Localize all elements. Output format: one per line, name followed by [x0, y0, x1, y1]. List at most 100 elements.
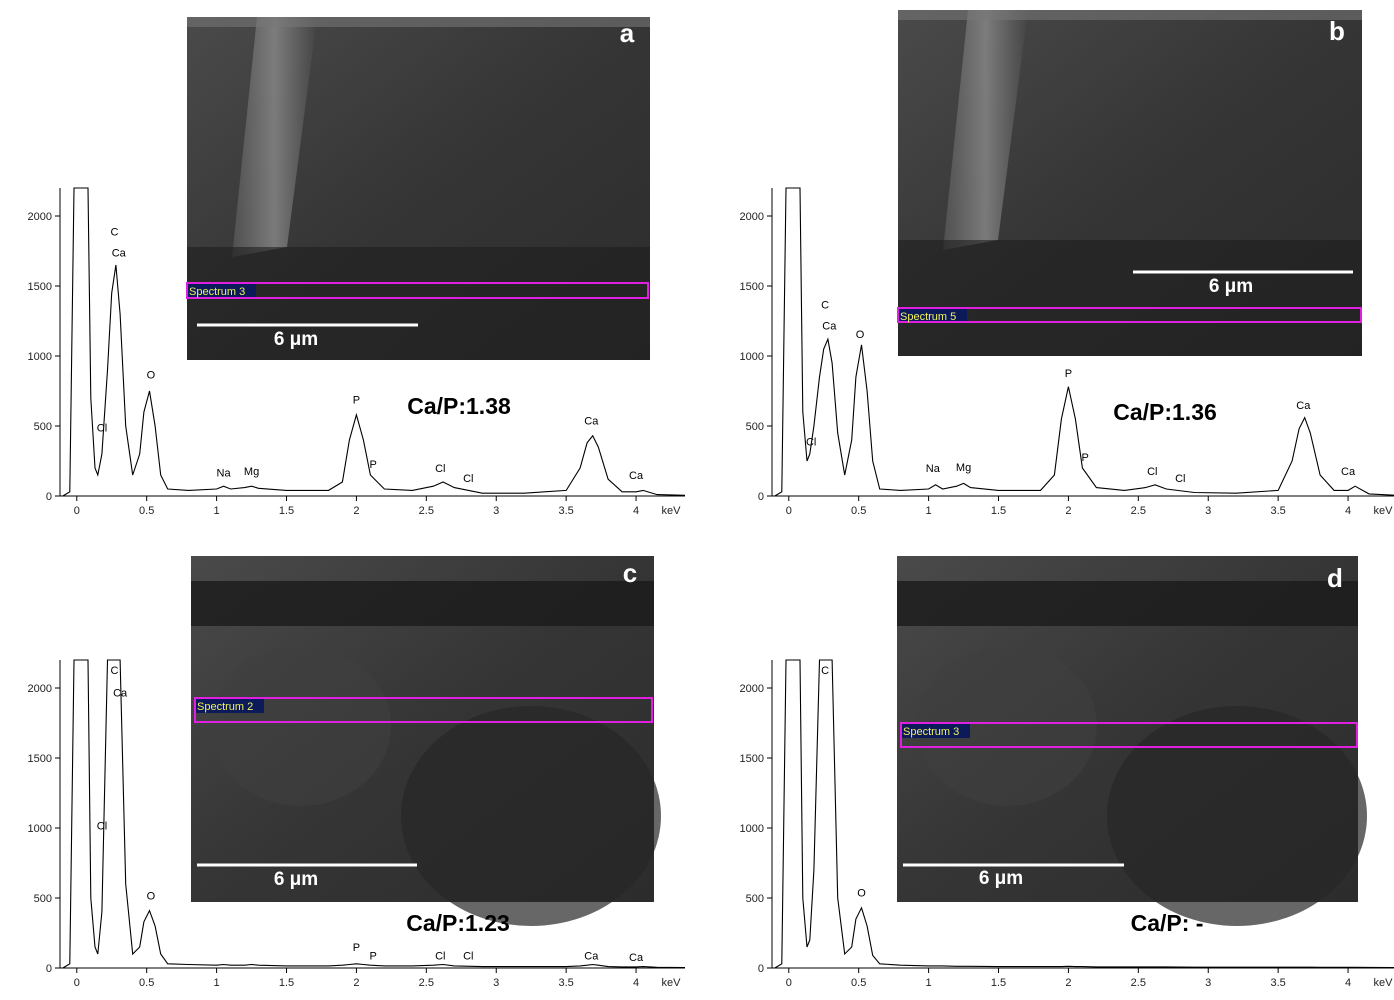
x-tick-label: 1.5	[279, 505, 294, 517]
spectrum-box	[900, 722, 1358, 748]
panel: 0 500 1000 1500 2000 0 0.5 1 1.5 2 2.5 3 3.5 4 keV C Ca C…	[740, 10, 1394, 517]
x-axis-label: keV	[662, 977, 682, 989]
spectrum-tag	[188, 284, 256, 297]
x-tick-label: 3.5	[559, 505, 574, 517]
x-tick-label: 3	[1205, 977, 1211, 989]
panel-label: d	[1327, 563, 1343, 593]
peak-label: O	[147, 369, 156, 381]
y-tick-label: 0	[46, 963, 52, 975]
x-tick-label: 4	[633, 505, 639, 517]
spectrum-label: Spectrum 5	[900, 311, 956, 323]
peak-label: P	[370, 459, 377, 471]
peak-label: Cl	[806, 437, 816, 449]
y-tick-label: 2000	[740, 211, 764, 223]
x-tick-label: 1.5	[279, 977, 294, 989]
spectrum-line	[62, 659, 686, 969]
panel: 0 500 1000 1500 2000 0 0.5 1 1.5 2 2.5 3 3.5 4 keV C Ca C…	[28, 17, 686, 517]
peak-label: Cl	[1175, 473, 1185, 485]
x-tick-label: 0	[74, 505, 80, 517]
x-axis-label: keV	[1374, 977, 1394, 989]
peak-label: C	[821, 299, 829, 311]
y-tick-label: 0	[46, 491, 52, 503]
peak-label: C	[821, 665, 829, 677]
sem-feature	[1107, 706, 1367, 926]
peak-label: Ca	[629, 952, 644, 964]
peak-label: P	[353, 942, 360, 954]
peak-label: O	[856, 329, 865, 341]
x-axis-label: keV	[1374, 505, 1394, 517]
peak-label: P	[353, 395, 360, 407]
x-tick-label: 3	[493, 977, 499, 989]
x-tick-label: 2.5	[1131, 977, 1146, 989]
ratio-label: Ca/P:1.36	[1113, 399, 1217, 425]
y-tick-label: 1000	[28, 823, 52, 835]
ratio-label: Ca/P:1.23	[406, 910, 510, 936]
y-tick-label: 1500	[740, 281, 764, 293]
peak-label: Cl	[97, 423, 107, 435]
x-tick-label: 2	[353, 505, 359, 517]
peak-label: Mg	[956, 462, 971, 474]
peak-label: Cl	[97, 820, 107, 832]
peak-label: Na	[217, 467, 232, 479]
peak-label: Ca	[1341, 466, 1356, 478]
x-tick-label: 3.5	[1271, 977, 1286, 989]
sem-feature	[943, 10, 1028, 250]
x-tick-label: 0	[74, 977, 80, 989]
y-tick-label: 1500	[740, 753, 764, 765]
peak-label: Ca	[629, 470, 644, 482]
peak-label: P	[1065, 368, 1072, 380]
x-tick-label: 3	[1205, 505, 1211, 517]
spectrum-line	[774, 187, 1394, 497]
y-tick-label: 1000	[28, 351, 52, 363]
spectrum-tag	[899, 309, 967, 321]
peak-label: Mg	[244, 466, 259, 478]
panel-label: b	[1329, 16, 1345, 46]
spectrum-line	[62, 187, 686, 497]
y-tick-label: 1500	[28, 281, 52, 293]
x-tick-label: 2	[353, 977, 359, 989]
peak-label: Ca	[1296, 400, 1311, 412]
y-tick-label: 500	[34, 421, 52, 433]
y-tick-label: 2000	[740, 683, 764, 695]
peak-label: Cl	[435, 951, 445, 963]
x-tick-label: 0.5	[851, 505, 866, 517]
x-axis-label: keV	[662, 505, 682, 517]
y-tick-label: 0	[758, 491, 764, 503]
y-tick-label: 0	[758, 963, 764, 975]
x-tick-label: 0.5	[139, 977, 154, 989]
peak-label: Cl	[463, 473, 473, 485]
x-tick-label: 0	[786, 977, 792, 989]
peak-label: P	[1082, 452, 1089, 464]
spectrum-label: Spectrum 3	[903, 726, 959, 738]
sem-feature	[191, 581, 654, 626]
x-tick-label: 0.5	[851, 977, 866, 989]
spectrum-box	[897, 307, 1362, 323]
scale-bar-label: 6 μm	[274, 329, 318, 350]
x-tick-label: 2	[1065, 505, 1071, 517]
y-tick-label: 2000	[28, 683, 52, 695]
x-tick-label: 2.5	[419, 977, 434, 989]
x-tick-label: 1	[214, 505, 220, 517]
x-tick-label: 3.5	[559, 977, 574, 989]
x-tick-label: 3	[493, 505, 499, 517]
y-tick-label: 500	[746, 893, 764, 905]
y-tick-label: 1500	[28, 753, 52, 765]
spectrum-label: Spectrum 2	[197, 701, 253, 713]
sem-feature	[897, 581, 1358, 626]
x-tick-label: 0.5	[139, 505, 154, 517]
peak-label: C	[111, 227, 119, 239]
spectrum-tag	[196, 699, 264, 713]
y-tick-label: 500	[746, 421, 764, 433]
peak-label: C	[111, 665, 119, 677]
x-tick-label: 4	[633, 977, 639, 989]
spectrum-line	[774, 659, 1394, 969]
spectrum-box	[186, 282, 649, 299]
ratio-label: Ca/P: -	[1131, 910, 1204, 936]
x-tick-label: 1	[926, 977, 932, 989]
x-tick-label: 1	[214, 977, 220, 989]
spectrum-label: Spectrum 3	[189, 286, 245, 298]
sem-feature	[232, 17, 317, 257]
sem-feature	[898, 240, 1362, 356]
peak-label: Ca	[584, 416, 599, 428]
spectrum-tag	[902, 724, 970, 738]
